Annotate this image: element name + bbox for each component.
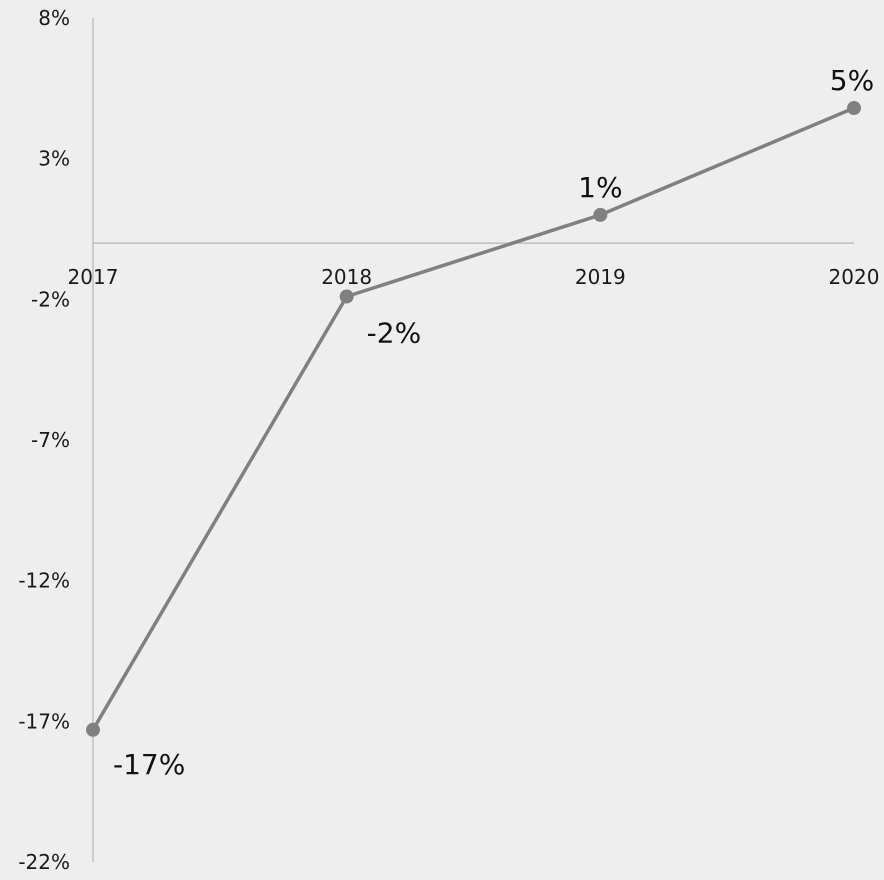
x-tick-label: 2017	[68, 265, 119, 289]
data-label: 5%	[830, 64, 874, 97]
data-point	[86, 722, 100, 737]
x-tick-label: 2018	[321, 265, 372, 289]
y-tick-label: -22%	[18, 850, 70, 874]
data-label: 1%	[578, 171, 622, 204]
x-tick-label: 2019	[575, 265, 626, 289]
y-axis-ticks: 8% 3% -2% -7% -12% -17% -22%	[18, 6, 70, 874]
y-tick-label: -17%	[18, 709, 70, 733]
y-tick-label: -7%	[31, 428, 70, 452]
y-tick-label: 3%	[38, 147, 70, 171]
series-group: -17% -2% 1% 5%	[86, 64, 874, 781]
data-point	[339, 289, 354, 304]
data-label: -2%	[367, 317, 422, 350]
series-line	[91, 106, 855, 731]
data-label: -17%	[113, 748, 185, 781]
data-point	[847, 101, 862, 116]
data-point	[593, 207, 608, 222]
axes	[92, 18, 855, 862]
x-axis-ticks: 2017 2018 2019 2020	[68, 265, 880, 289]
x-tick-label: 2020	[829, 265, 880, 289]
y-tick-label: 8%	[38, 6, 70, 30]
y-tick-label: -2%	[31, 287, 70, 311]
y-tick-label: -12%	[18, 569, 70, 593]
